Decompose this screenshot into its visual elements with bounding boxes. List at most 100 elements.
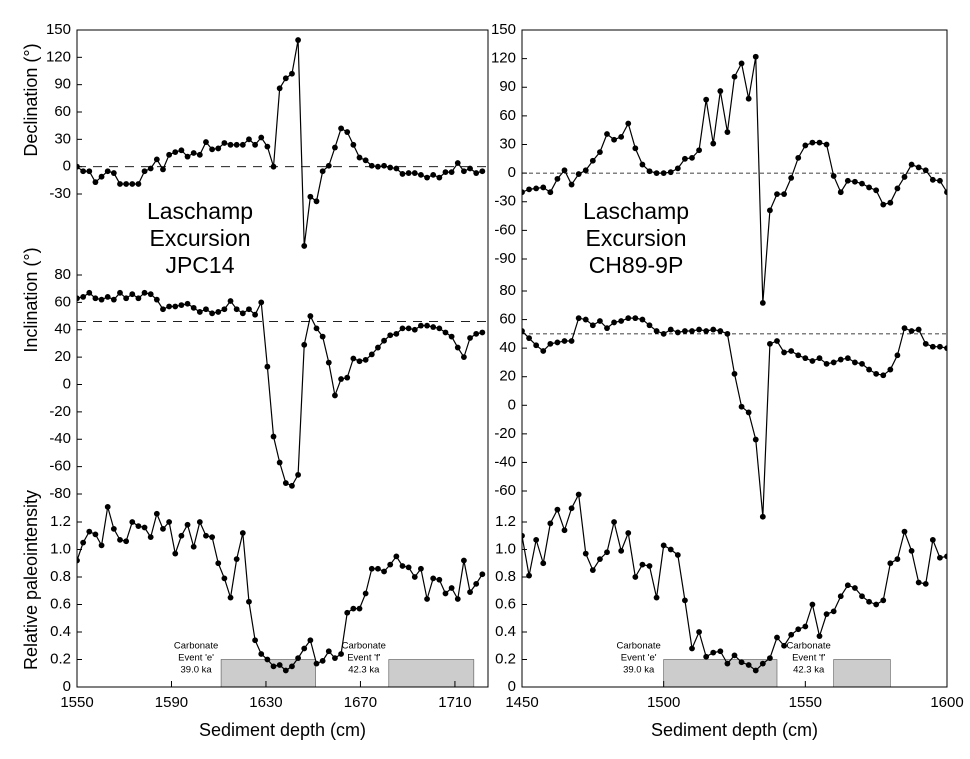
annotation: JPC14: [165, 252, 234, 278]
data-point: [178, 532, 185, 539]
data-point: [356, 154, 363, 161]
data-point: [344, 609, 351, 616]
data-point: [135, 181, 142, 187]
y-tick-label: 0.4: [50, 623, 71, 640]
data-point: [745, 95, 752, 102]
data-point: [604, 131, 610, 137]
data-point: [759, 513, 766, 520]
data-point: [203, 532, 209, 539]
data-point: [141, 289, 148, 296]
data-point: [160, 166, 166, 173]
data-point: [239, 530, 246, 536]
data-point: [852, 585, 858, 591]
data-point: [589, 157, 596, 164]
data-point: [276, 459, 283, 466]
data-point: [788, 631, 795, 638]
data-point: [618, 547, 625, 554]
y-tick-label: 1.2: [495, 513, 516, 530]
data-point: [196, 151, 203, 158]
data-point: [710, 649, 717, 656]
y-tick-label: 80: [54, 266, 71, 283]
data-point: [674, 552, 681, 558]
event-label: 39.0 ka: [181, 665, 213, 676]
data-point: [411, 170, 418, 176]
data-point: [473, 330, 480, 337]
event-label: 42.3 ka: [793, 665, 825, 676]
data-point: [660, 170, 667, 177]
data-point: [160, 306, 166, 313]
y-tick-label: 0: [508, 678, 516, 695]
data-point: [289, 70, 295, 77]
data-point: [221, 140, 228, 146]
data-point: [98, 542, 105, 549]
data-point: [887, 366, 894, 373]
data-point: [696, 629, 702, 635]
x-tick-label: 1450: [505, 694, 538, 711]
data-point: [313, 198, 320, 205]
data-point: [575, 315, 582, 322]
data-point: [689, 328, 695, 334]
data-point: [568, 181, 575, 188]
data-point: [859, 593, 865, 600]
annotation: Laschamp: [147, 198, 253, 224]
data-point: [209, 146, 216, 153]
data-point: [184, 521, 191, 528]
data-point: [639, 316, 646, 323]
data-point: [246, 136, 252, 143]
y-tick-label: 0: [63, 375, 71, 392]
y-tick-label: 1.0: [495, 540, 516, 557]
data-point: [135, 295, 142, 302]
data-point: [703, 328, 710, 334]
data-point: [215, 145, 222, 152]
data-point: [147, 534, 154, 541]
y-tick-label: 40: [499, 339, 516, 356]
y-tick-label: 0: [63, 678, 71, 695]
data-point: [252, 311, 258, 318]
data-point: [852, 359, 858, 366]
data-point: [745, 662, 752, 668]
data-point: [172, 149, 179, 155]
data-point: [338, 125, 344, 132]
y-tick-label: 40: [54, 321, 71, 338]
data-point: [350, 355, 357, 362]
data-point: [703, 96, 710, 103]
data-point: [774, 634, 780, 641]
data-point: [104, 294, 111, 300]
data-point: [362, 356, 369, 363]
data-point: [752, 667, 759, 674]
data-point: [522, 532, 525, 539]
data-point: [554, 175, 561, 182]
data-point: [233, 306, 240, 313]
data-point: [682, 155, 688, 162]
data-point: [859, 180, 865, 187]
data-point: [674, 329, 681, 336]
data-point: [270, 663, 277, 670]
data-point: [448, 169, 455, 176]
data-point: [86, 289, 93, 296]
data-point: [246, 598, 252, 605]
data-point: [172, 550, 179, 557]
data-point: [399, 325, 406, 332]
event-label: Carbonate: [616, 641, 660, 652]
data-point: [80, 539, 87, 546]
data-point: [611, 319, 617, 326]
y-axis-title: Relative paleointensity: [21, 490, 41, 670]
data-point: [92, 179, 99, 186]
data-point: [454, 160, 461, 166]
data-point: [135, 523, 142, 530]
plot-area: [77, 37, 488, 687]
data-point: [589, 322, 596, 329]
data-point: [430, 575, 437, 582]
data-point: [837, 593, 844, 600]
data-point: [473, 170, 480, 176]
data-point: [387, 164, 394, 171]
data-point: [929, 343, 936, 350]
event-box: [663, 659, 778, 687]
data-point: [166, 303, 173, 310]
data-point: [604, 325, 610, 332]
data-point: [554, 506, 561, 513]
data-point: [448, 585, 455, 591]
data-point: [873, 601, 880, 608]
data-point: [399, 171, 406, 177]
